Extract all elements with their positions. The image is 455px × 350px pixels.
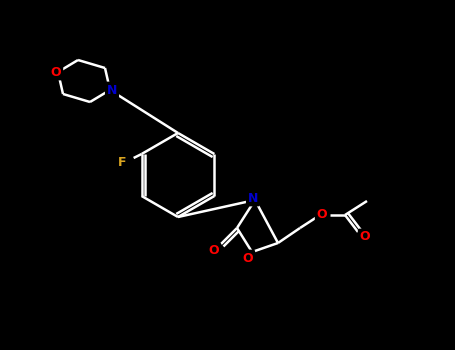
Text: O: O — [360, 231, 370, 244]
Text: O: O — [317, 208, 327, 220]
Text: O: O — [243, 252, 253, 265]
Text: O: O — [51, 65, 61, 78]
Text: O: O — [209, 245, 219, 258]
Text: N: N — [107, 84, 117, 97]
Text: F: F — [117, 155, 126, 168]
Text: N: N — [248, 191, 258, 204]
